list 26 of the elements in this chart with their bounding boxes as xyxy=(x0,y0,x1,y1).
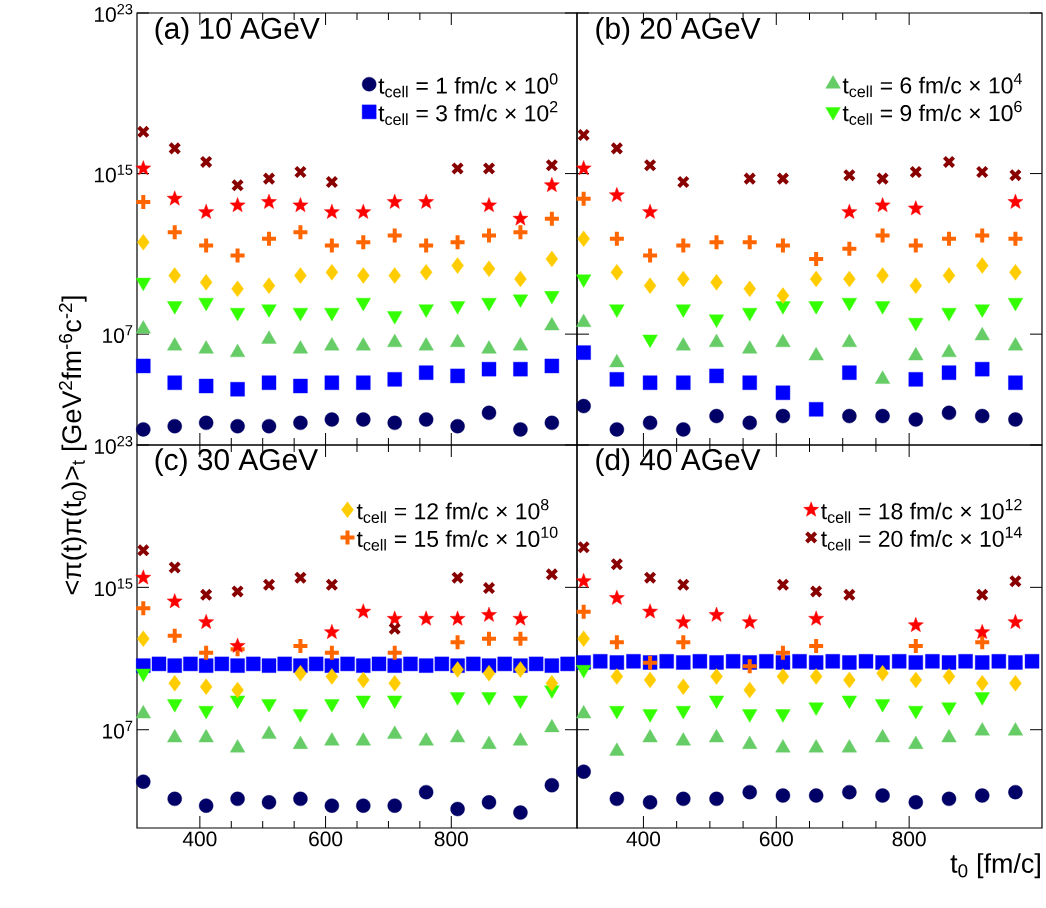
y-tick-label: 10$^{15}$ xyxy=(95,578,133,597)
y-tick-label: 10$^{7}$ xyxy=(103,325,133,344)
y-tick-label: 10$^{23}$ xyxy=(95,4,133,22)
x-tick-label: 400 xyxy=(626,831,661,847)
legend-label: t$_{cell}$ = 1 fm/c × 10$^{0}$ xyxy=(378,73,558,98)
legend-label: t$_{cell}$ = 3 fm/c × 10$^{2}$ xyxy=(378,101,558,126)
y-tick-label: 10$^{15}$ xyxy=(95,164,133,183)
x-tick-label: 600 xyxy=(759,831,793,847)
x-tick-label: 800 xyxy=(892,831,926,847)
chart-title: (b) 20 AGeV xyxy=(596,17,761,45)
legend-label: t$_{cell}$ = 6 fm/c × 10$^{4}$ xyxy=(842,73,1022,98)
legend-label: t$_{cell}$ = 15 fm/c × 10$^{10}$ xyxy=(356,526,558,551)
legend-label: t$_{cell}$ = 9 fm/c × 10$^{6}$ xyxy=(842,100,1022,125)
y-tick-label: 10$^{23}$ xyxy=(95,436,133,454)
chart-title: (c) 30 AGeV xyxy=(155,448,319,477)
x-axis-title: t$_{0}$ [fm/c] xyxy=(950,853,1040,879)
legend-label: t$_{cell}$ = 18 fm/c × 10$^{12}$ xyxy=(821,498,1022,524)
x-tick-label: 400 xyxy=(182,831,217,847)
text: <π(t)π(t$_{0}$)>$_{t}$ [GeV$^{2}$fm$^{-6}$c$^{-2}$] xyxy=(58,296,87,595)
x-tick-label: 800 xyxy=(434,831,468,847)
legend-label: t$_{cell}$ = 12 fm/c × 10$^{8}$ xyxy=(356,498,549,524)
chart-title: (a) 10 AGeV xyxy=(155,17,320,45)
x-tick-label: 600 xyxy=(309,831,343,847)
y-tick-label: 10$^{7}$ xyxy=(103,720,133,739)
legend-label: t$_{cell}$ = 20 fm/c × 10$^{14}$ xyxy=(821,526,1022,551)
chart-title: (d) 40 AGeV xyxy=(596,448,761,477)
